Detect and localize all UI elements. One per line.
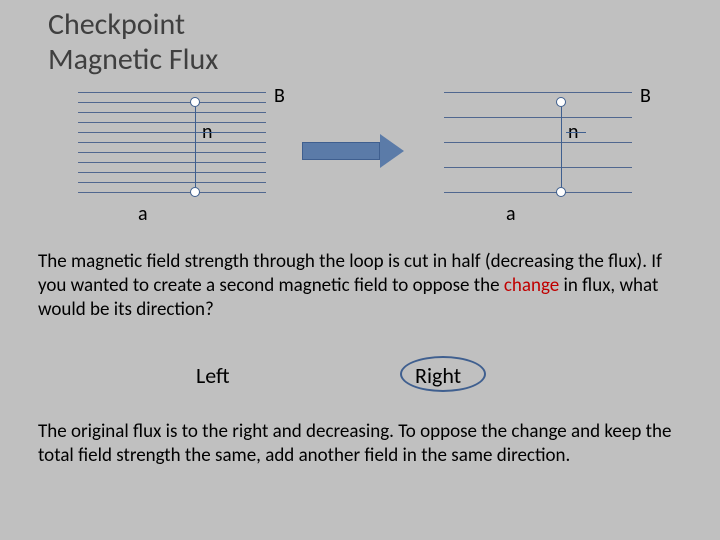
n-pointer-line	[566, 132, 586, 133]
field-line	[78, 172, 266, 173]
field-line	[444, 92, 632, 93]
arrow-shaft	[302, 142, 380, 160]
title-line-2: Magnetic Flux	[48, 41, 218, 78]
question-text: The magnetic field strength through the …	[38, 250, 688, 321]
field-line	[444, 142, 632, 143]
answer-text: The original flux is to the right and de…	[38, 420, 688, 468]
field-line	[78, 112, 266, 113]
field-line	[444, 117, 632, 118]
left-field-diagram: Bna	[78, 92, 266, 222]
field-line	[444, 167, 632, 168]
label-B: B	[274, 84, 285, 108]
right-field-diagram: Bna	[444, 92, 632, 237]
field-line	[78, 132, 266, 133]
slide-title: Checkpoint Magnetic Flux	[48, 8, 218, 77]
field-line	[78, 142, 266, 143]
selected-ring-icon	[400, 356, 486, 392]
field-line	[78, 92, 266, 93]
field-line	[444, 192, 632, 193]
n-pointer-line	[200, 132, 220, 133]
arrow-head-icon	[380, 134, 404, 168]
label-B: B	[640, 84, 651, 108]
loop-body	[195, 107, 196, 187]
question-highlight: change	[504, 274, 559, 297]
loop-end-top-icon	[556, 97, 566, 107]
field-line	[78, 152, 266, 153]
title-line-1: Checkpoint	[48, 6, 185, 43]
label-a: a	[506, 202, 516, 226]
field-line	[78, 102, 266, 103]
loop-end-bottom-icon	[190, 187, 200, 197]
loop-body	[561, 107, 562, 187]
field-line	[78, 162, 266, 163]
field-line	[78, 192, 266, 193]
label-a: a	[138, 202, 148, 226]
loop-end-top-icon	[190, 97, 200, 107]
loop-end-bottom-icon	[556, 187, 566, 197]
field-line	[78, 122, 266, 123]
option-left[interactable]: Left	[196, 362, 230, 389]
field-line	[78, 182, 266, 183]
